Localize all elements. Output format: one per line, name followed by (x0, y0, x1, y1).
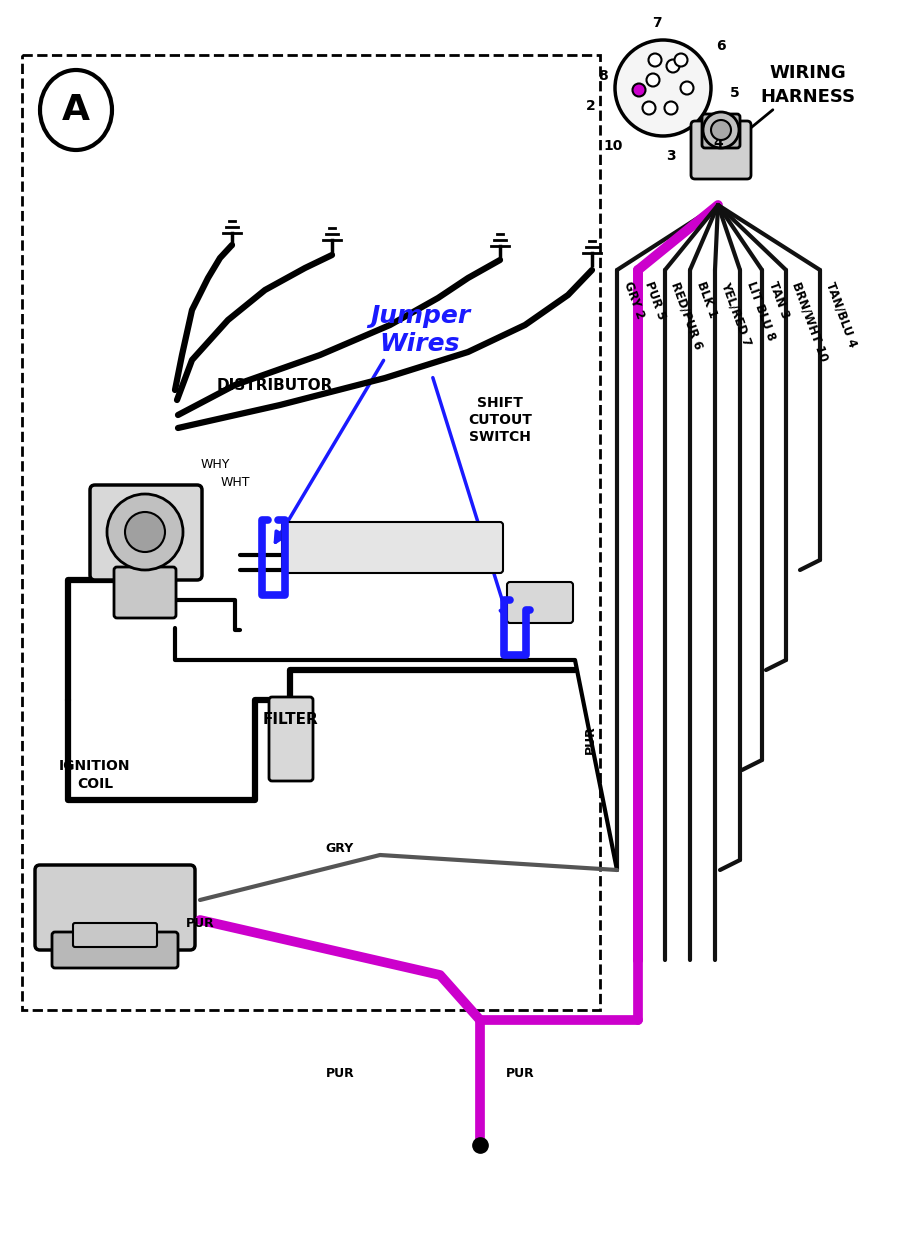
Circle shape (674, 53, 688, 67)
Text: 7: 7 (652, 16, 662, 30)
Text: 6: 6 (717, 39, 725, 53)
Text: PUR: PUR (505, 1067, 534, 1080)
Text: SHIFT
CUTOUT
SWITCH: SHIFT CUTOUT SWITCH (468, 396, 532, 444)
FancyBboxPatch shape (90, 485, 202, 580)
Text: GRY 2: GRY 2 (621, 280, 646, 321)
Text: BRN/WHT 10: BRN/WHT 10 (790, 280, 831, 364)
FancyBboxPatch shape (114, 567, 176, 618)
Text: 5: 5 (730, 86, 740, 100)
Circle shape (666, 59, 680, 73)
Circle shape (703, 112, 739, 148)
Text: Jumper
Wires: Jumper Wires (369, 305, 470, 356)
Text: BLK 1: BLK 1 (694, 280, 719, 321)
Circle shape (664, 101, 678, 115)
Text: 8: 8 (598, 69, 608, 83)
Circle shape (681, 81, 693, 95)
Text: PUR: PUR (583, 726, 597, 755)
FancyBboxPatch shape (73, 924, 157, 947)
Text: WHY: WHY (200, 459, 229, 471)
FancyBboxPatch shape (691, 121, 751, 179)
Circle shape (615, 39, 711, 136)
Text: RED/PUR 6: RED/PUR 6 (669, 280, 706, 351)
Circle shape (646, 74, 660, 86)
Text: 10: 10 (603, 139, 623, 153)
Text: WIRING
HARNESS: WIRING HARNESS (761, 64, 856, 106)
Text: PUR 5: PUR 5 (642, 280, 668, 322)
Circle shape (643, 101, 655, 115)
Circle shape (125, 512, 165, 552)
Text: YEL/RED 7: YEL/RED 7 (719, 280, 754, 348)
Circle shape (711, 120, 731, 141)
Text: GRY: GRY (325, 842, 354, 854)
FancyBboxPatch shape (269, 697, 313, 780)
Text: DISTRIBUTOR: DISTRIBUTOR (217, 377, 334, 392)
Text: TAN/BLU 4: TAN/BLU 4 (824, 280, 859, 349)
FancyBboxPatch shape (282, 522, 503, 573)
Text: 3: 3 (666, 149, 676, 163)
FancyBboxPatch shape (507, 582, 573, 623)
Text: TAN 3: TAN 3 (766, 280, 791, 321)
Text: PUR: PUR (325, 1067, 354, 1080)
FancyBboxPatch shape (52, 932, 178, 968)
Circle shape (633, 84, 645, 96)
Text: 4: 4 (713, 136, 723, 150)
Text: IGNITION
COIL: IGNITION COIL (59, 760, 130, 790)
Text: WHT: WHT (220, 476, 250, 488)
Text: PUR: PUR (185, 917, 214, 930)
Text: FILTER: FILTER (263, 713, 318, 727)
Text: A: A (62, 92, 90, 127)
Text: LIT BLU 8: LIT BLU 8 (744, 280, 778, 343)
Text: 2: 2 (586, 99, 596, 113)
Circle shape (648, 53, 662, 67)
FancyBboxPatch shape (702, 113, 740, 148)
FancyBboxPatch shape (35, 866, 195, 949)
Circle shape (107, 494, 183, 570)
